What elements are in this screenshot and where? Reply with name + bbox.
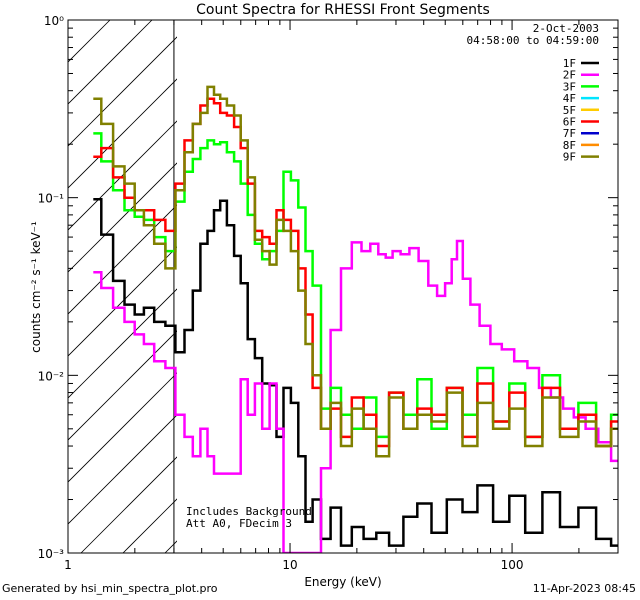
hatch-line bbox=[68, 414, 177, 525]
hatch-line bbox=[68, 372, 177, 483]
hatch-line bbox=[68, 36, 177, 147]
plot-frame bbox=[67, 19, 619, 554]
y-tick-label: 10⁰ bbox=[44, 14, 64, 28]
x-tick-label: 1 bbox=[64, 558, 72, 572]
y-axis-label: counts cm⁻² s⁻¹ keV⁻¹ bbox=[29, 221, 43, 353]
footer-generated-by: Generated by hsi_min_spectra_plot.pro bbox=[2, 582, 218, 595]
y-tick-label: 10⁻¹ bbox=[38, 192, 65, 206]
series-2F bbox=[93, 239, 618, 553]
legend-label-6F: 6F bbox=[563, 116, 576, 129]
annotation-attenuator: Att A0, FDecim 3 bbox=[186, 517, 292, 530]
legend-label-7F: 7F bbox=[563, 127, 576, 140]
legend-label-9F: 9F bbox=[563, 151, 576, 164]
series-6F bbox=[93, 97, 618, 448]
series-9F bbox=[93, 85, 618, 458]
hatch-line bbox=[68, 162, 177, 273]
chart-title: Count Spectra for RHESSI Front Segments bbox=[196, 2, 490, 18]
x-axis: 1 10 100 bbox=[64, 20, 619, 572]
legend-label-4F: 4F bbox=[563, 92, 576, 105]
legend-label-3F: 3F bbox=[563, 80, 576, 93]
legend-label-5F: 5F bbox=[563, 104, 576, 117]
x-tick-label: 100 bbox=[501, 558, 524, 572]
legend-label-2F: 2F bbox=[563, 69, 576, 82]
series-3F bbox=[93, 132, 618, 448]
y-axis: 10⁰ 10⁻¹ 10⁻² 10⁻³ bbox=[38, 14, 618, 561]
x-axis-label: Energy (keV) bbox=[304, 575, 381, 589]
hatch-line bbox=[68, 20, 153, 105]
x-tick-label: 10 bbox=[282, 558, 297, 572]
hatched-region bbox=[68, 20, 177, 553]
time-range-label: 04:58:00 to 04:59:00 bbox=[467, 34, 599, 47]
series-group bbox=[93, 85, 618, 553]
footer-timestamp: 11-Apr-2023 08:45 bbox=[532, 582, 636, 595]
hatch-line bbox=[80, 456, 177, 553]
series-1F bbox=[93, 197, 618, 547]
hatch-line bbox=[68, 330, 177, 441]
hatch-line bbox=[68, 204, 177, 315]
legend-label-8F: 8F bbox=[563, 139, 576, 152]
y-tick-label: 10⁻² bbox=[38, 369, 65, 383]
hatch-line bbox=[68, 246, 177, 357]
date-label: 2-Oct-2003 bbox=[533, 22, 599, 35]
y-tick-label: 10⁻³ bbox=[38, 547, 65, 561]
hatch-line bbox=[68, 78, 177, 189]
legend-label-1F: 1F bbox=[563, 57, 576, 70]
annotation-background: Includes Background bbox=[186, 505, 312, 518]
